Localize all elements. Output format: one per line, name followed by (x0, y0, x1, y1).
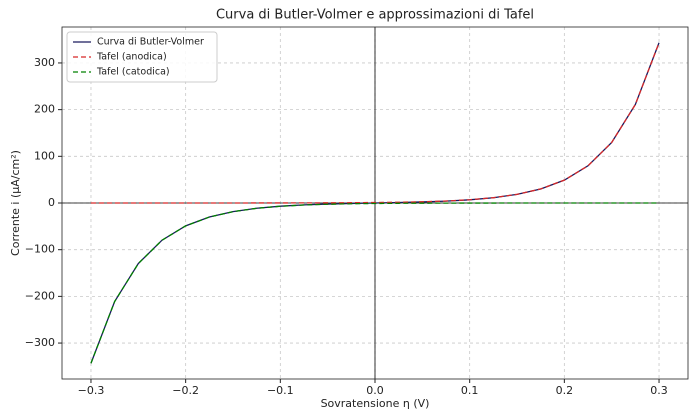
y-axis-label: Corrente i (μA/cm²) (9, 150, 22, 256)
x-tick-label: −0.3 (78, 384, 105, 397)
legend-box (66, 31, 218, 83)
legend-label: Tafel (anodica) (96, 52, 167, 63)
series-line (90, 202, 660, 364)
y-tick-label: 200 (34, 103, 55, 116)
x-tick-label: −0.1 (267, 384, 294, 397)
y-tick-label: 100 (34, 149, 55, 162)
x-tick-label: 0.0 (366, 384, 384, 397)
y-tick-label: −300 (25, 336, 55, 349)
x-tick-label: 0.1 (461, 384, 479, 397)
x-tick-label: −0.2 (172, 384, 199, 397)
y-tick-label: −200 (25, 289, 55, 302)
x-tick-label: 0.3 (650, 384, 668, 397)
chart-title: Curva di Butler-Volmer e approssimazioni… (216, 8, 534, 23)
y-tick-label: 300 (34, 56, 55, 69)
legend-label: Tafel (catodica) (96, 67, 170, 78)
x-axis-label: Sovratensione η (V) (321, 397, 430, 410)
legend-label: Curva di Butler-Volmer (97, 37, 204, 48)
y-tick-label: −100 (25, 243, 55, 256)
plot-frame (61, 26, 689, 380)
series-line (90, 42, 660, 204)
y-tick-label: 0 (48, 196, 55, 209)
x-tick-label: 0.2 (556, 384, 574, 397)
